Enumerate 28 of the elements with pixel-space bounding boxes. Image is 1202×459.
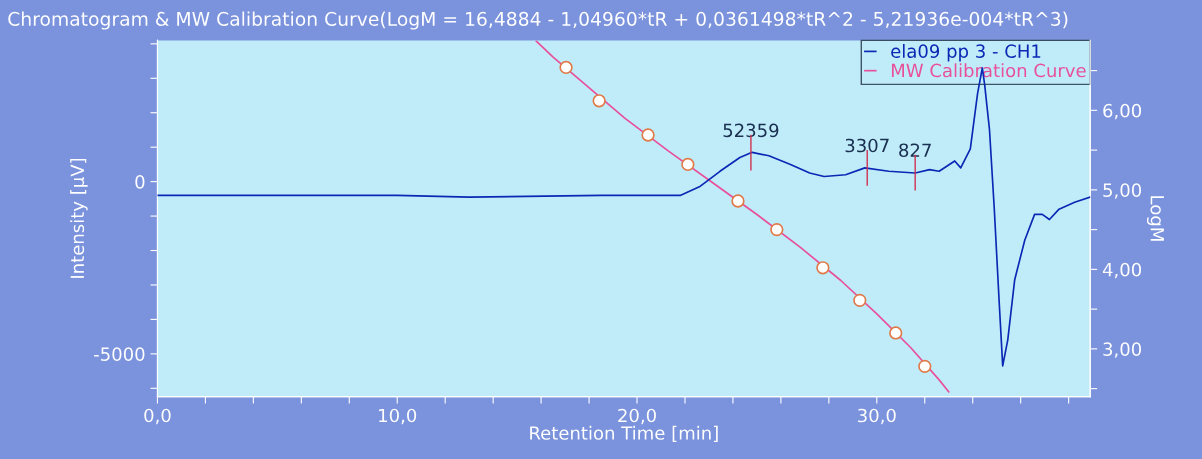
annotation: 52359 — [723, 123, 779, 138]
x-tick-label: 10,0 — [379, 408, 417, 425]
annotation: 827 — [899, 143, 931, 158]
point — [853, 293, 867, 308]
point — [918, 359, 932, 374]
point — [559, 60, 573, 75]
x-tick-label: 20,0 — [618, 408, 656, 425]
y2-tick-label: 5,00 — [1103, 183, 1142, 199]
point — [641, 128, 655, 142]
point — [770, 222, 784, 237]
point — [889, 326, 903, 340]
legend-label: ela09 pp 3 - CH1 — [891, 44, 1041, 62]
point — [816, 261, 830, 275]
y2-tick-label: 4,00 — [1102, 262, 1142, 279]
chart-title: Chromatogram & MW Calibration Curve(LogM = 16,4884 - 1,04960*tR + 0,0361498*tR^2 - 5,21936e-004*tR^3) — [8, 11, 1068, 30]
x-axis-title: Retention Time [min] — [530, 425, 718, 442]
y2-tick-label: 3,00 — [1103, 342, 1142, 358]
x-tick-label: 30,0 — [858, 408, 896, 425]
x-tick-label: 0,0 — [144, 408, 171, 425]
point — [731, 194, 745, 208]
annotation: 3307 — [845, 138, 889, 153]
point — [592, 94, 606, 108]
point — [681, 157, 695, 172]
y-tick-label: 0 — [135, 175, 145, 189]
y2-axis-title: LogM — [1146, 196, 1164, 241]
y2-tick-label: 6,00 — [1103, 103, 1142, 120]
y-tick-label: -5000 — [94, 347, 145, 361]
y-axis-title: Intensity [µV] — [70, 158, 88, 278]
